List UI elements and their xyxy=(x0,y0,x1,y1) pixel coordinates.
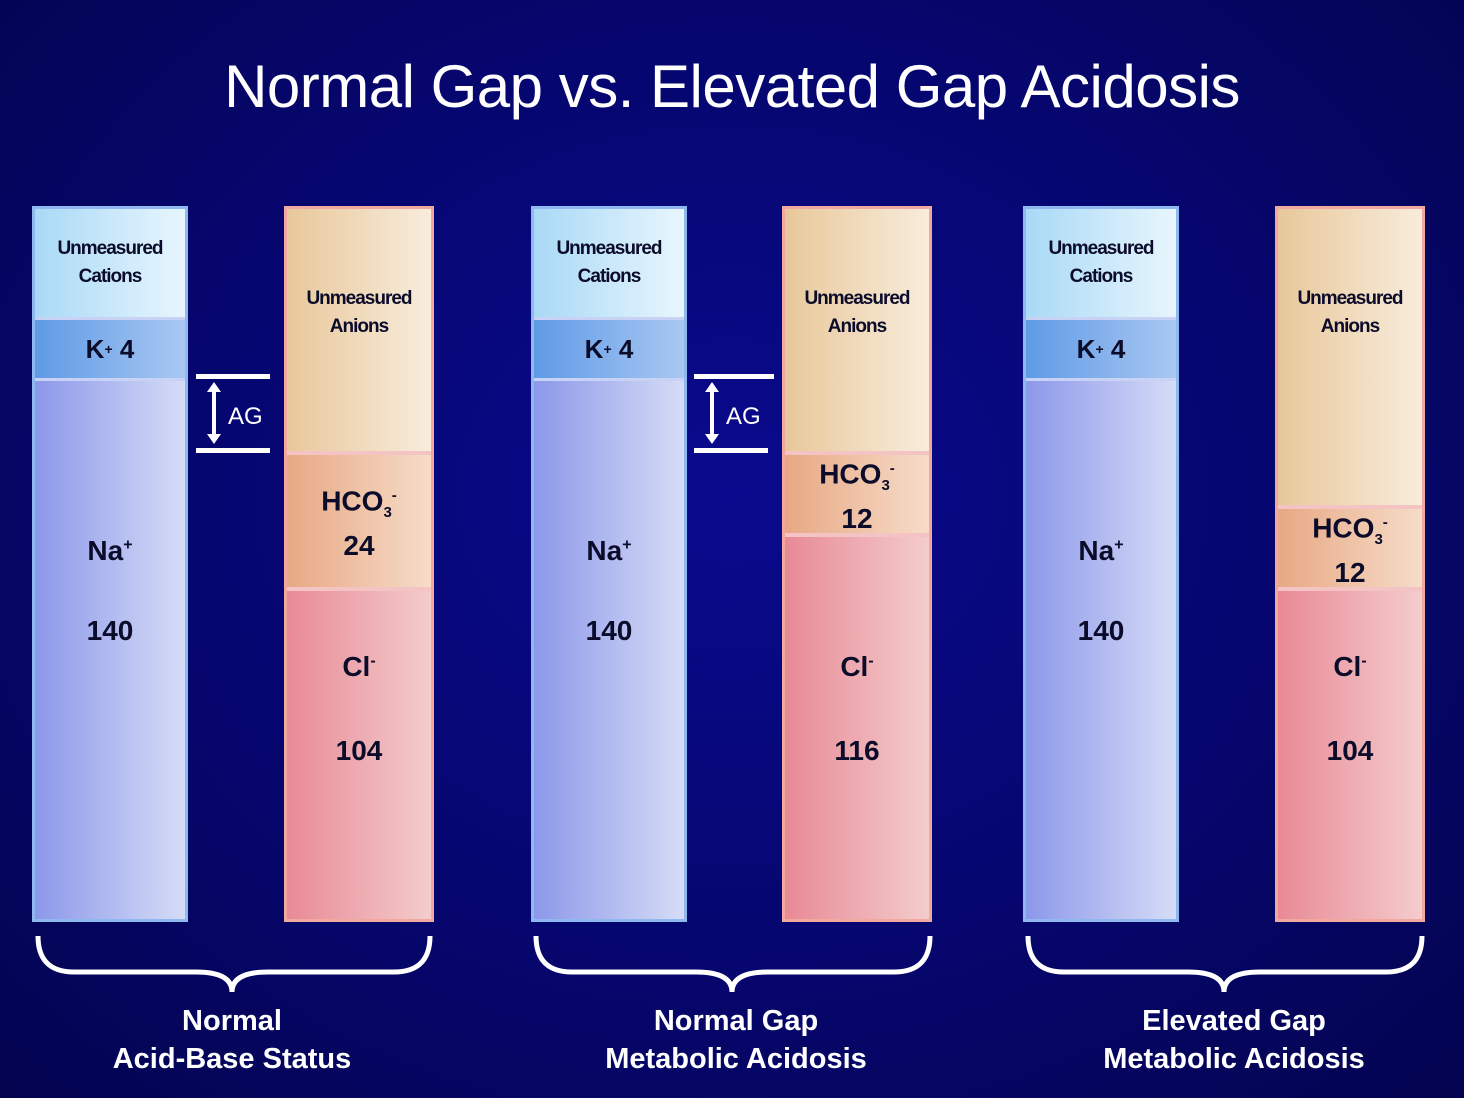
potassium-symbol: K xyxy=(85,333,105,364)
unmeasured-anions-segment: Unmeasured Anions xyxy=(785,209,929,451)
sodium-value: 140 xyxy=(86,615,134,646)
unmeasured-cations-line2: Cations xyxy=(577,266,642,287)
anion-gap-bottom-line xyxy=(196,448,270,453)
bicarbonate-value: 12 xyxy=(1334,557,1366,589)
sodium-value: 140 xyxy=(1077,615,1125,646)
cations-column-normal: Unmeasured Cations K + 4 Na+ 140 xyxy=(32,206,188,922)
anions-column-elevated-gap: Unmeasured Anions HCO3- 12 Cl- 104 xyxy=(1275,206,1425,922)
anions-column-normal: Unmeasured Anions HCO3- 24 Cl- 104 xyxy=(284,206,434,922)
anion-gap-arrow-icon xyxy=(207,382,221,444)
potassium-segment: K + 4 xyxy=(534,320,684,378)
bicarbonate-segment: HCO3- 12 xyxy=(785,455,929,535)
bicarbonate-segment: HCO3- 12 xyxy=(1278,509,1422,589)
potassium-symbol: K xyxy=(584,333,604,364)
anion-gap-bottom-line xyxy=(694,448,768,453)
panel-label-line2: Metabolic Acidosis xyxy=(1103,1043,1365,1075)
brace-normal-gap xyxy=(533,935,933,993)
potassium-segment: K + 4 xyxy=(1026,320,1176,378)
bicarbonate-symbol: HCO xyxy=(1312,511,1375,543)
anions-column-normal-gap: Unmeasured Anions HCO3- 12 Cl- 116 xyxy=(782,206,932,922)
sodium-charge: + xyxy=(622,536,632,554)
unmeasured-cations-line1: Unmeasured xyxy=(1048,238,1154,259)
unmeasured-cations-segment: Unmeasured Cations xyxy=(35,209,185,317)
anion-gap-arrow-icon xyxy=(705,382,719,444)
unmeasured-anions-line1: Unmeasured xyxy=(1297,288,1403,309)
unmeasured-anions-segment: Unmeasured Anions xyxy=(1278,209,1422,505)
chloride-segment: Cl- 104 xyxy=(1278,591,1422,919)
panel-label-line1: Elevated Gap xyxy=(1142,1005,1326,1037)
unmeasured-cations-segment: Unmeasured Cations xyxy=(534,209,684,317)
bicarbonate-subscript: 3 xyxy=(383,503,392,521)
unmeasured-cations-line1: Unmeasured xyxy=(556,238,662,259)
panel-label-line1: Normal Gap xyxy=(653,1005,819,1037)
chloride-symbol: Cl xyxy=(1333,651,1362,682)
potassium-symbol: K xyxy=(1076,333,1096,364)
unmeasured-cations-line2: Cations xyxy=(1069,266,1134,287)
unmeasured-cations-line2: Cations xyxy=(78,266,143,287)
chloride-symbol: Cl xyxy=(840,651,869,682)
sodium-charge: + xyxy=(123,536,133,554)
bicarbonate-charge: - xyxy=(1382,513,1388,531)
unmeasured-cations-segment: Unmeasured Cations xyxy=(1026,209,1176,317)
bicarbonate-subscript: 3 xyxy=(881,476,890,494)
brace-elevated-gap xyxy=(1025,935,1425,993)
panel-label-normal-gap: Normal Gap Metabolic Acidosis xyxy=(526,1002,946,1078)
unmeasured-anions-line2: Anions xyxy=(827,316,887,337)
bicarbonate-segment: HCO3- 24 xyxy=(287,455,431,587)
bicarbonate-subscript: 3 xyxy=(1374,530,1383,548)
brace-normal xyxy=(35,935,433,993)
potassium-charge: + xyxy=(603,341,612,357)
potassium-charge: + xyxy=(1095,341,1104,357)
unmeasured-anions-segment: Unmeasured Anions xyxy=(287,209,431,451)
sodium-symbol: Na xyxy=(87,535,124,566)
unmeasured-anions-line1: Unmeasured xyxy=(306,288,412,309)
bicarbonate-charge: - xyxy=(889,459,895,477)
anion-gap-top-line xyxy=(196,374,270,379)
chloride-charge: - xyxy=(1361,652,1367,670)
potassium-value: 4 xyxy=(1110,333,1126,364)
cations-column-normal-gap: Unmeasured Cations K + 4 Na+ 140 xyxy=(531,206,687,922)
chloride-symbol: Cl xyxy=(342,651,371,682)
unmeasured-anions-line2: Anions xyxy=(1320,316,1380,337)
page-title: Normal Gap vs. Elevated Gap Acidosis xyxy=(224,53,1240,120)
anion-gap-top-line xyxy=(694,374,774,379)
panel-label-line2: Metabolic Acidosis xyxy=(605,1043,867,1075)
bicarbonate-symbol: HCO xyxy=(321,484,384,516)
panel-label-elevated-gap: Elevated Gap Metabolic Acidosis xyxy=(1024,1002,1444,1078)
bicarbonate-value: 12 xyxy=(841,503,873,535)
chloride-charge: - xyxy=(868,652,874,670)
chloride-charge: - xyxy=(370,652,376,670)
anion-gap-label: AG xyxy=(726,403,761,430)
sodium-symbol: Na xyxy=(1078,535,1115,566)
bicarbonate-charge: - xyxy=(391,486,397,504)
potassium-value: 4 xyxy=(618,333,634,364)
sodium-segment: Na+ 140 xyxy=(534,381,684,919)
sodium-symbol: Na xyxy=(586,535,623,566)
potassium-charge: + xyxy=(104,341,113,357)
chloride-segment: Cl- 116 xyxy=(785,537,929,919)
chloride-segment: Cl- 104 xyxy=(287,591,431,919)
potassium-value: 4 xyxy=(119,333,135,364)
unmeasured-anions-line1: Unmeasured xyxy=(804,288,910,309)
panel-label-line2: Acid-Base Status xyxy=(112,1043,352,1075)
chloride-value: 104 xyxy=(1326,735,1374,766)
sodium-segment: Na+ 140 xyxy=(1026,381,1176,919)
potassium-segment: K + 4 xyxy=(35,320,185,378)
sodium-value: 140 xyxy=(585,615,633,646)
unmeasured-anions-line2: Anions xyxy=(329,316,389,337)
sodium-charge: + xyxy=(1114,536,1124,554)
chloride-value: 104 xyxy=(335,735,383,766)
chloride-value: 116 xyxy=(834,735,880,766)
panel-label-normal: Normal Acid-Base Status xyxy=(22,1002,442,1078)
sodium-segment: Na+ 140 xyxy=(35,381,185,919)
bicarbonate-symbol: HCO xyxy=(819,457,882,489)
anion-gap-label: AG xyxy=(228,403,263,430)
panel-label-line1: Normal xyxy=(182,1005,282,1037)
bicarbonate-value: 24 xyxy=(343,530,375,562)
unmeasured-cations-line1: Unmeasured xyxy=(57,238,163,259)
cations-column-elevated-gap: Unmeasured Cations K + 4 Na+ 140 xyxy=(1023,206,1179,922)
